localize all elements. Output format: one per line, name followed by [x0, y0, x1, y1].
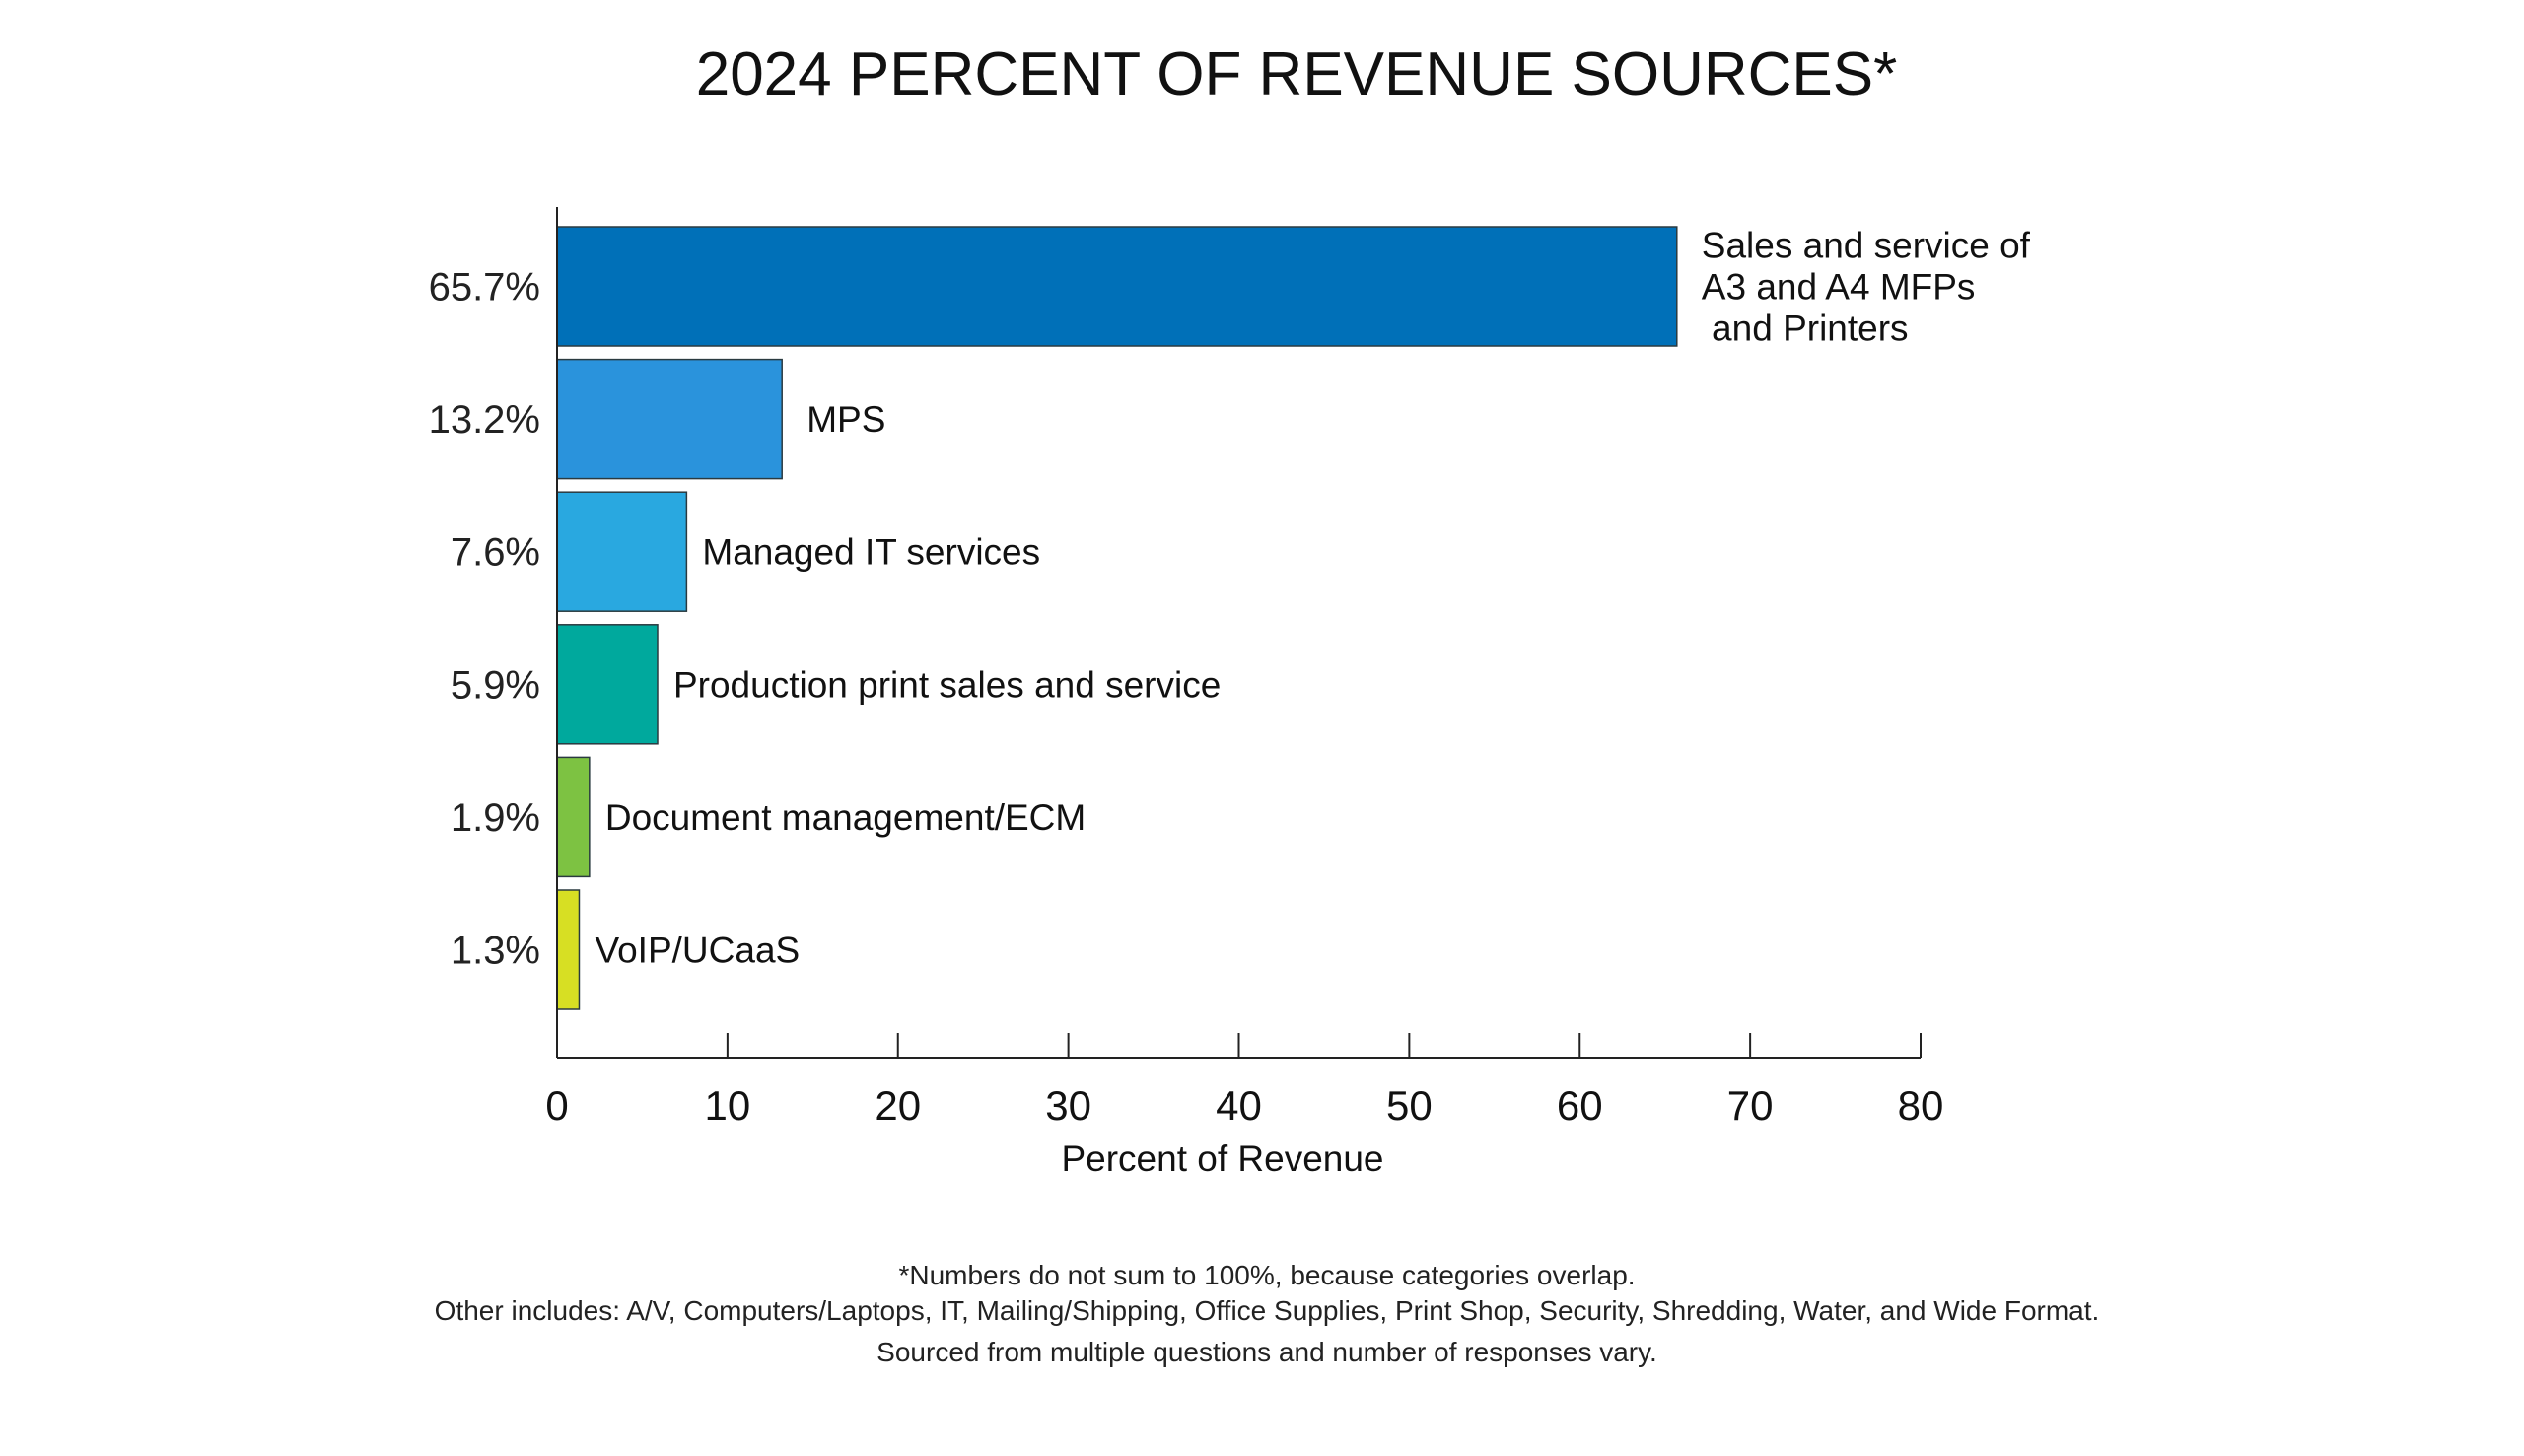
x-tick-label: 30: [1045, 1082, 1091, 1129]
x-tick-label: 50: [1386, 1082, 1433, 1129]
category-label-line: MPS: [806, 399, 885, 440]
category-label: MPS: [806, 399, 885, 440]
footnote-2: Other includes: A/V, Computers/Laptops, …: [435, 1295, 2100, 1326]
x-axis-title: Percent of Revenue: [1061, 1139, 1383, 1179]
bar: [556, 226, 1678, 347]
x-tick-label: 20: [875, 1082, 921, 1129]
category-label: VoIP/UCaaS: [595, 931, 800, 971]
value-label: 7.6%: [451, 531, 540, 575]
category-label: Sales and service of A3 and A4 MFPs and P…: [1702, 226, 2031, 349]
category-label-line: and Printers: [1702, 309, 1909, 349]
x-tick-label: 80: [1898, 1082, 1944, 1129]
x-tick-label: 40: [1216, 1082, 1262, 1129]
category-label-line: Managed IT services: [702, 532, 1040, 573]
value-label: 5.9%: [451, 663, 540, 707]
category-label: Production print sales and service: [673, 664, 1221, 705]
bar: [556, 491, 688, 612]
category-label-line: Document management/ECM: [605, 797, 1086, 838]
value-label: 1.9%: [451, 797, 540, 840]
footnote-3: Sourced from multiple questions and numb…: [876, 1337, 1657, 1367]
bar: [556, 889, 581, 1010]
category-label-line: Sales and service of: [1702, 226, 2031, 266]
value-label: 13.2%: [429, 398, 540, 442]
category-label-line: A3 and A4 MFPs: [1702, 267, 1976, 308]
bar: [556, 756, 591, 878]
footnote-1: *Numbers do not sum to 100%, because cat…: [898, 1260, 1635, 1290]
value-label: 1.3%: [451, 930, 540, 973]
chart-title: 2024 PERCENT OF REVENUE SOURCES*: [696, 40, 1898, 108]
value-label: 65.7%: [429, 266, 540, 310]
category-label: Document management/ECM: [605, 797, 1086, 838]
bar: [556, 358, 783, 480]
x-tick-label: 0: [545, 1082, 568, 1129]
category-label-line: VoIP/UCaaS: [595, 931, 800, 971]
x-tick-label: 60: [1557, 1082, 1603, 1129]
bar: [556, 624, 659, 745]
x-tick-label: 70: [1727, 1082, 1774, 1129]
x-tick-label: 10: [705, 1082, 751, 1129]
category-label: Managed IT services: [702, 532, 1040, 573]
category-label-line: Production print sales and service: [673, 664, 1221, 705]
